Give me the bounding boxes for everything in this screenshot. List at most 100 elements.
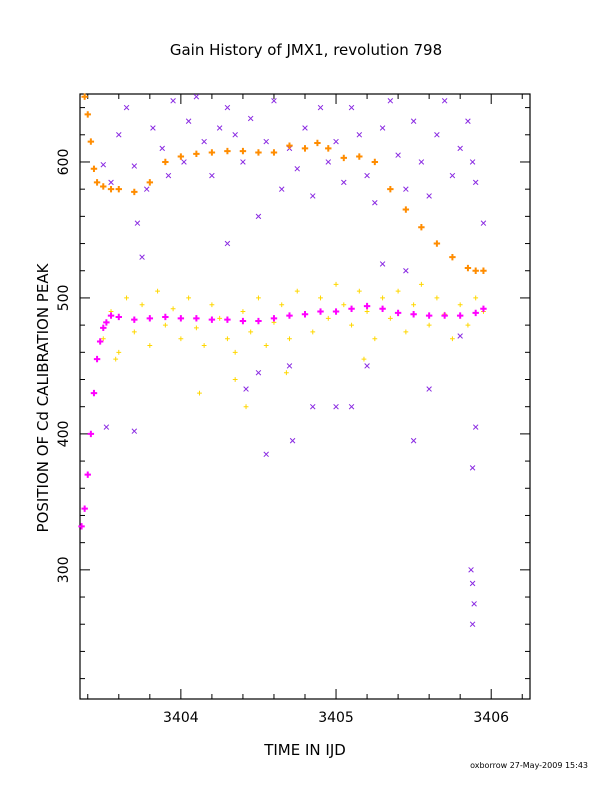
data-point	[395, 288, 401, 294]
data-point	[224, 240, 231, 247]
data-point	[107, 185, 115, 193]
data-point	[325, 145, 332, 152]
x-tick-label-3406: 3406	[473, 710, 509, 726]
data-point	[81, 505, 88, 512]
y-tick-label-500: 500	[56, 285, 72, 312]
data-point	[301, 311, 309, 318]
data-point	[193, 325, 199, 331]
data-point	[472, 179, 479, 186]
data-point	[278, 186, 285, 192]
data-point	[380, 295, 385, 301]
series-1	[100, 281, 486, 410]
data-point	[379, 305, 386, 313]
data-point	[243, 386, 249, 392]
data-point	[387, 315, 393, 321]
data-point	[93, 179, 101, 186]
data-point	[372, 336, 378, 342]
plot-frame	[79, 93, 531, 700]
data-point	[286, 142, 293, 149]
data-point	[255, 213, 262, 220]
data-point	[318, 295, 323, 301]
data-point	[84, 471, 91, 478]
data-point	[232, 377, 238, 382]
data-point	[107, 312, 115, 319]
footer-credit: oxborrow 27-May-2009 15:43	[470, 761, 588, 770]
data-point	[197, 390, 202, 396]
data-point	[340, 154, 347, 162]
data-point	[294, 166, 300, 172]
data-point	[472, 309, 479, 317]
data-point	[131, 163, 138, 169]
data-point	[379, 261, 386, 267]
data-point	[116, 349, 122, 355]
data-point	[225, 336, 230, 342]
data-point	[170, 306, 176, 312]
data-point	[115, 185, 122, 193]
data-point	[364, 309, 370, 314]
data-point	[87, 430, 95, 438]
data-point	[332, 308, 340, 315]
data-point	[403, 267, 409, 274]
data-point	[247, 115, 254, 122]
data-point	[449, 172, 456, 179]
data-point	[449, 253, 456, 261]
data-point	[139, 302, 145, 308]
data-point	[201, 343, 207, 348]
data-point	[115, 313, 122, 321]
data-point	[146, 315, 154, 322]
data-point	[271, 98, 277, 104]
chart-title: Gain History of JMX1, revolution 798	[170, 41, 442, 59]
data-point	[279, 302, 285, 308]
data-point	[418, 224, 425, 231]
data-point	[468, 567, 474, 573]
data-point	[201, 138, 207, 145]
data-point	[418, 281, 424, 287]
data-point	[286, 312, 293, 319]
data-point	[410, 311, 417, 318]
data-point	[103, 424, 110, 430]
data-point	[410, 118, 417, 124]
data-point	[185, 118, 192, 124]
data-point	[224, 147, 231, 155]
data-point	[81, 93, 88, 100]
series-2	[81, 93, 487, 274]
data-point	[193, 315, 200, 322]
data-point	[131, 316, 138, 323]
data-point	[480, 220, 487, 226]
data-point	[379, 125, 386, 131]
data-point	[426, 193, 432, 199]
data-point	[469, 159, 476, 165]
data-point	[363, 302, 371, 310]
data-point	[239, 147, 247, 155]
series-0	[100, 93, 487, 627]
data-point	[394, 309, 402, 317]
data-point	[302, 125, 308, 131]
data-point	[217, 315, 223, 321]
data-point	[209, 172, 215, 179]
data-point	[472, 424, 479, 430]
data-point	[96, 338, 104, 345]
data-point	[471, 601, 477, 607]
data-point	[348, 104, 355, 111]
data-point	[239, 317, 247, 325]
data-point	[333, 138, 339, 145]
data-point	[314, 139, 321, 147]
data-point	[263, 451, 269, 458]
data-point	[162, 158, 169, 166]
data-point	[232, 132, 238, 138]
data-point	[364, 172, 370, 179]
data-point	[216, 125, 223, 131]
data-point	[100, 336, 106, 342]
data-point	[170, 98, 176, 104]
data-point	[410, 437, 417, 444]
data-point	[395, 152, 401, 158]
data-point	[134, 220, 141, 226]
data-point	[441, 98, 448, 104]
data-point	[403, 186, 409, 192]
x-axis-label: TIME IN IJD	[263, 741, 346, 759]
data-point	[232, 349, 238, 355]
data-point	[341, 302, 347, 308]
data-point	[116, 132, 122, 138]
data-point	[177, 153, 185, 160]
data-point	[469, 465, 476, 471]
